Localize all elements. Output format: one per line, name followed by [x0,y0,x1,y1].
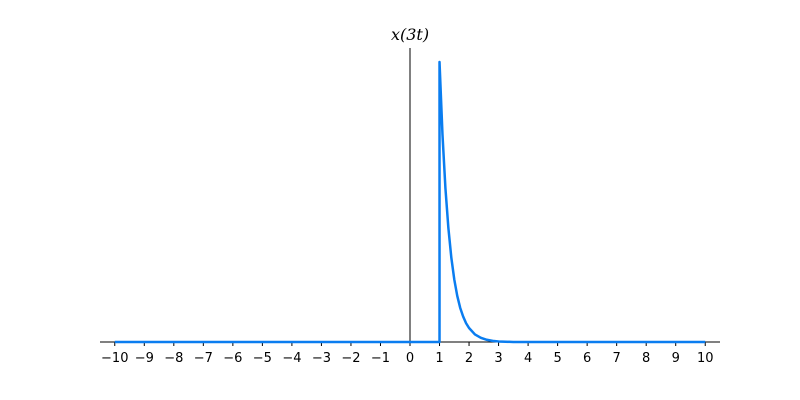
signal-line [114,60,706,344]
x-tick-label: −4 [282,351,301,366]
x-tick-label: −6 [223,351,242,366]
x-tick-label: 9 [672,351,680,366]
x-tick-label: −5 [253,351,272,366]
x-tick-label: 0 [406,351,414,366]
x-ticks: −10 −9 −8 −7 −6 −5 −4 −3 −2 −1 0 1 2 3 4 5 6 7 8 9 10 [101,342,714,366]
x-tick-label: 8 [642,351,650,366]
x-tick-label: 6 [583,351,591,366]
x-tick-label: 10 [697,351,714,366]
x-tick-label: −1 [371,351,390,366]
x-tick-label: −3 [312,351,331,366]
x-tick-label: 5 [553,351,561,366]
x-tick-label: −2 [341,351,360,366]
x-tick-label: 2 [465,351,473,366]
x-tick-label: 3 [494,351,502,366]
x-tick-label: 4 [524,351,532,366]
x-tick-label: −9 [135,351,154,366]
chart-title: x(3t) [391,25,429,44]
x-tick-label: −8 [164,351,183,366]
x-tick-label: 1 [435,351,443,366]
x-tick-label: −7 [194,351,213,366]
x-tick-label: 7 [613,351,621,366]
x-tick-label: −10 [101,351,128,366]
